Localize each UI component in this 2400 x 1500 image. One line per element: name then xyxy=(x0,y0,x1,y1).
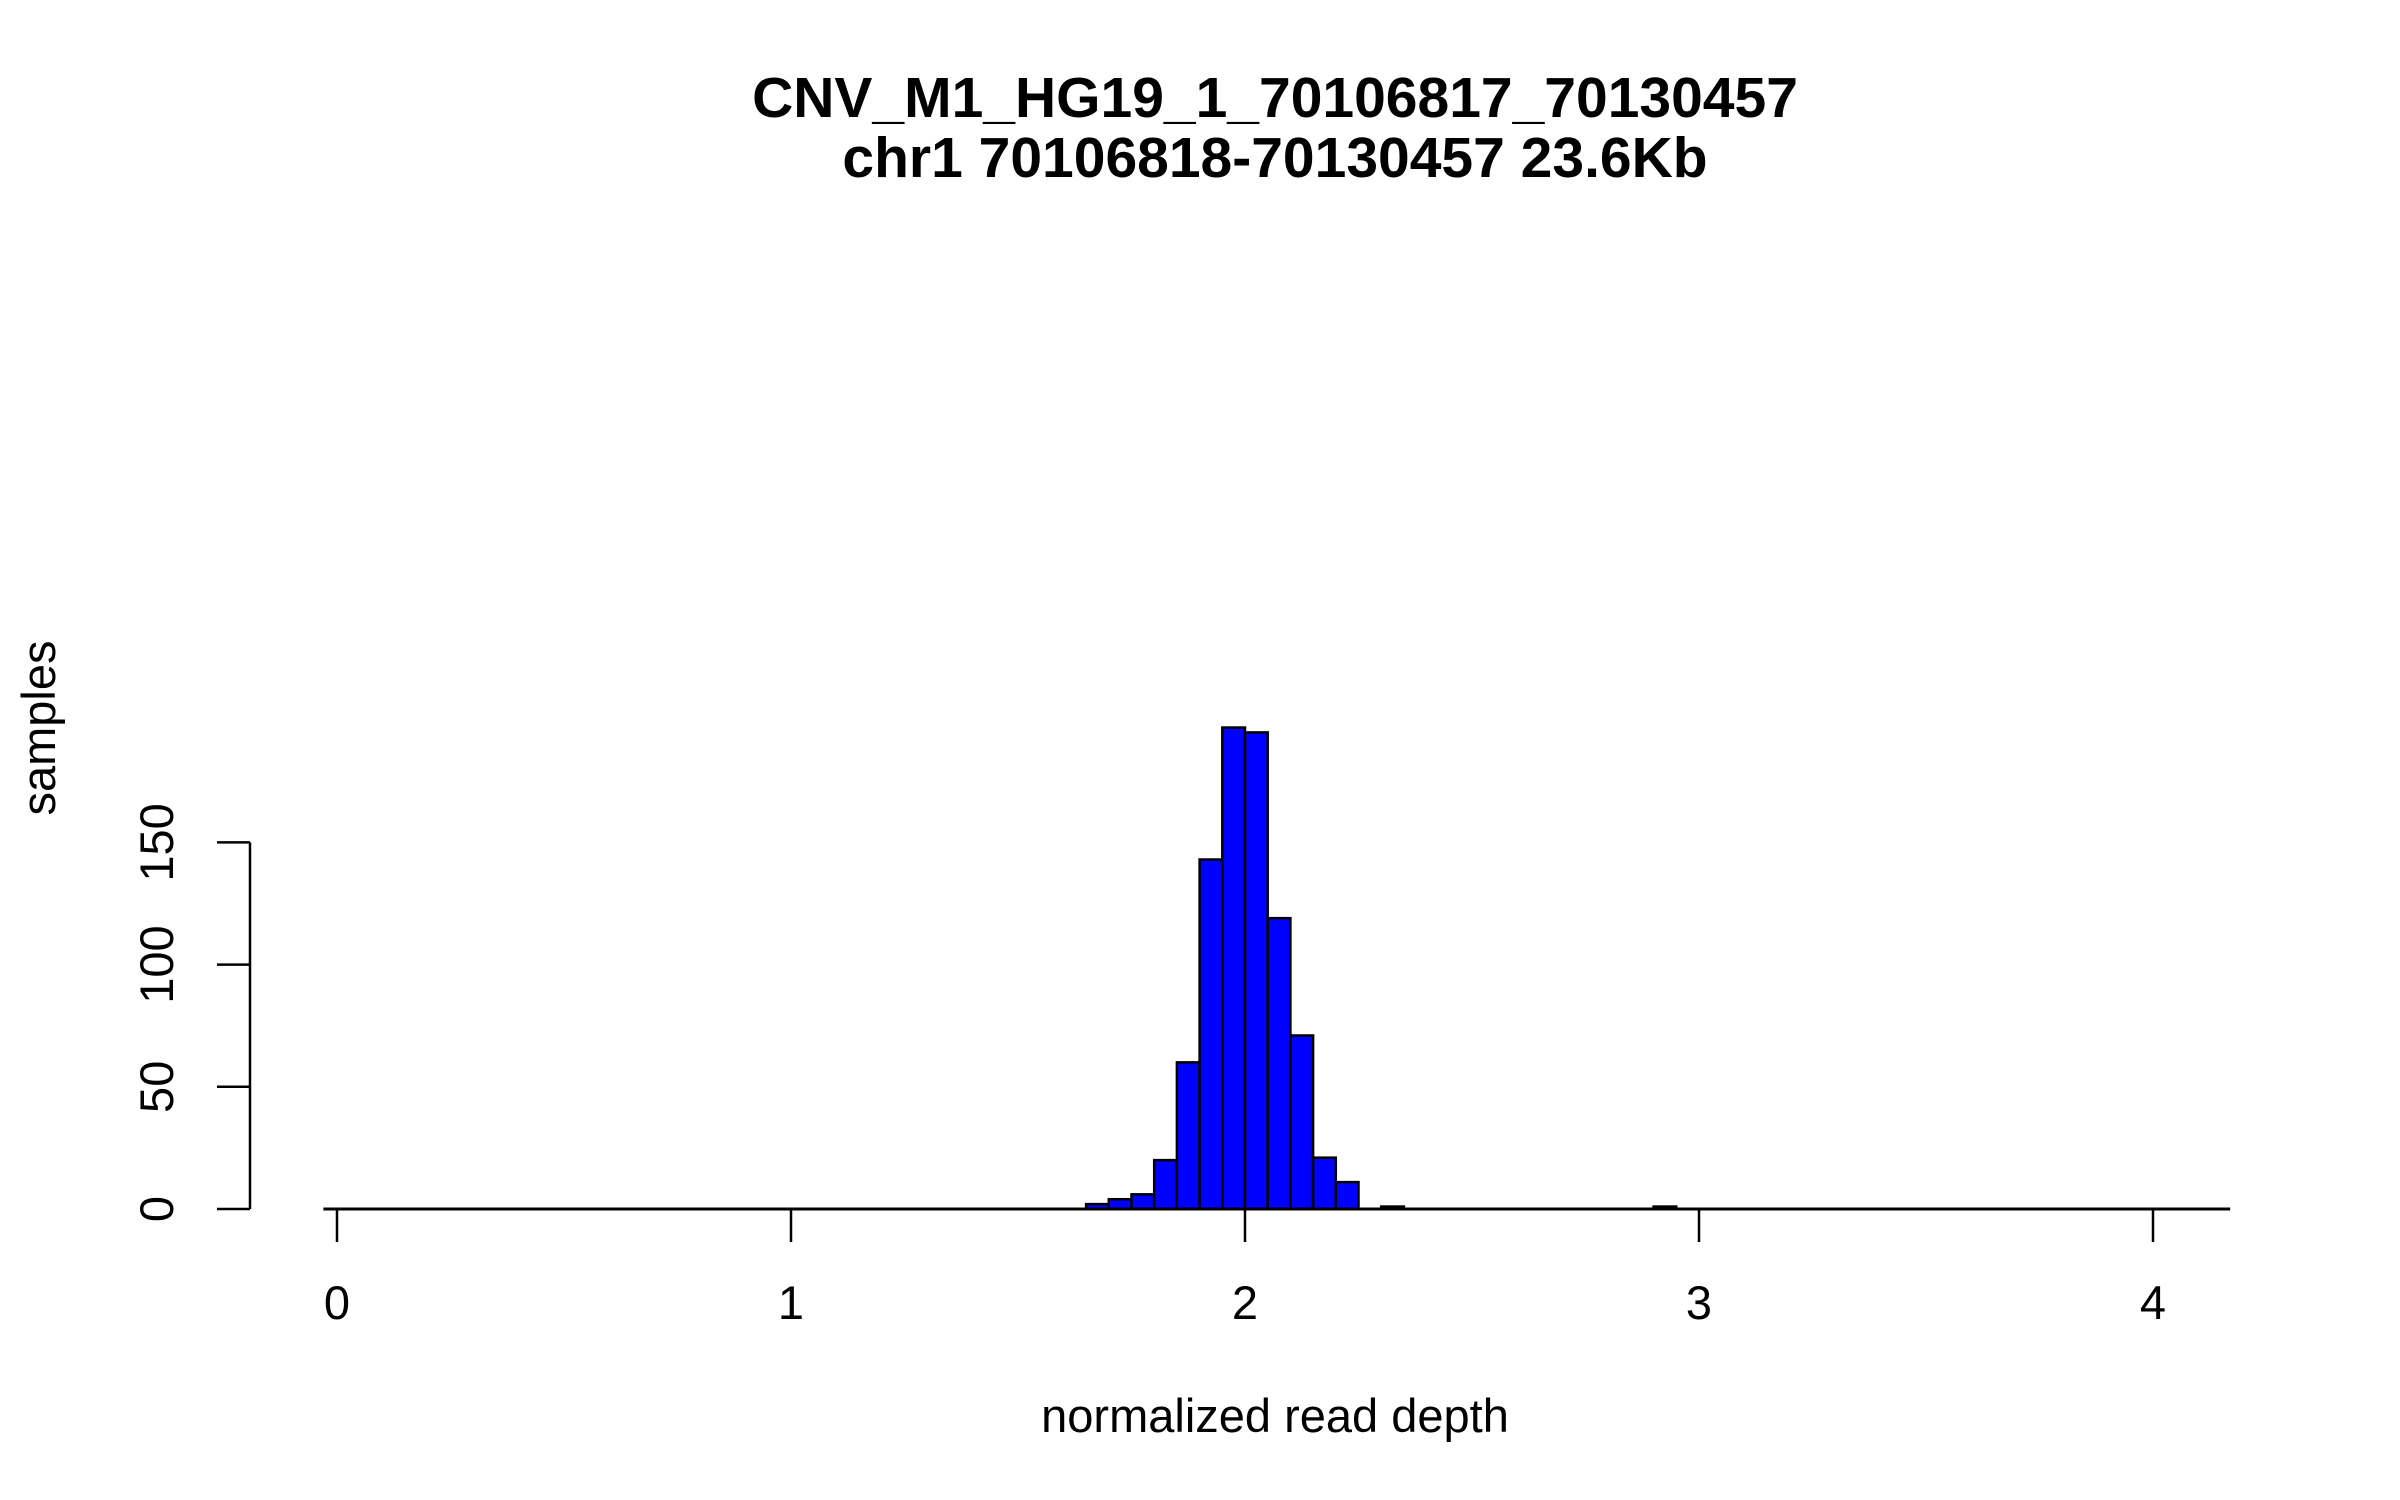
y-tick-label: 100 xyxy=(130,925,183,1003)
chart-title: CNV_M1_HG19_1_70106817_70130457 xyxy=(752,66,1798,130)
chart-subtitle: chr1 70106818-70130457 23.6Kb xyxy=(842,126,1707,190)
x-tick-label: 1 xyxy=(778,1276,804,1329)
x-tick-label: 4 xyxy=(2140,1276,2166,1329)
x-axis-label: normalized read depth xyxy=(1041,1389,1509,1442)
y-tick-label: 0 xyxy=(130,1196,183,1222)
y-tick-label: 50 xyxy=(130,1061,183,1113)
histogram-bars xyxy=(1084,726,1678,1211)
histogram-bar xyxy=(1198,858,1224,1211)
histogram-bar xyxy=(1289,1034,1315,1211)
histogram-bar xyxy=(1221,726,1247,1211)
y-axis: 0 50 100 150 xyxy=(130,803,252,1222)
x-tick-label: 0 xyxy=(324,1276,350,1329)
histogram-bar xyxy=(1334,1180,1360,1211)
histogram-bar xyxy=(1130,1193,1156,1211)
histogram-bar xyxy=(1311,1156,1338,1211)
x-tick-label: 2 xyxy=(1232,1276,1258,1329)
x-tick-label: 3 xyxy=(1686,1276,1712,1329)
y-axis-label: samples xyxy=(12,640,65,815)
y-tick-label: 150 xyxy=(130,803,183,881)
histogram-bar xyxy=(1243,731,1269,1211)
histogram-bar xyxy=(1175,1061,1201,1211)
x-axis: 0 1 2 3 4 xyxy=(324,1207,2166,1329)
histogram-bar xyxy=(1266,916,1292,1211)
histogram-bar xyxy=(1152,1158,1179,1211)
